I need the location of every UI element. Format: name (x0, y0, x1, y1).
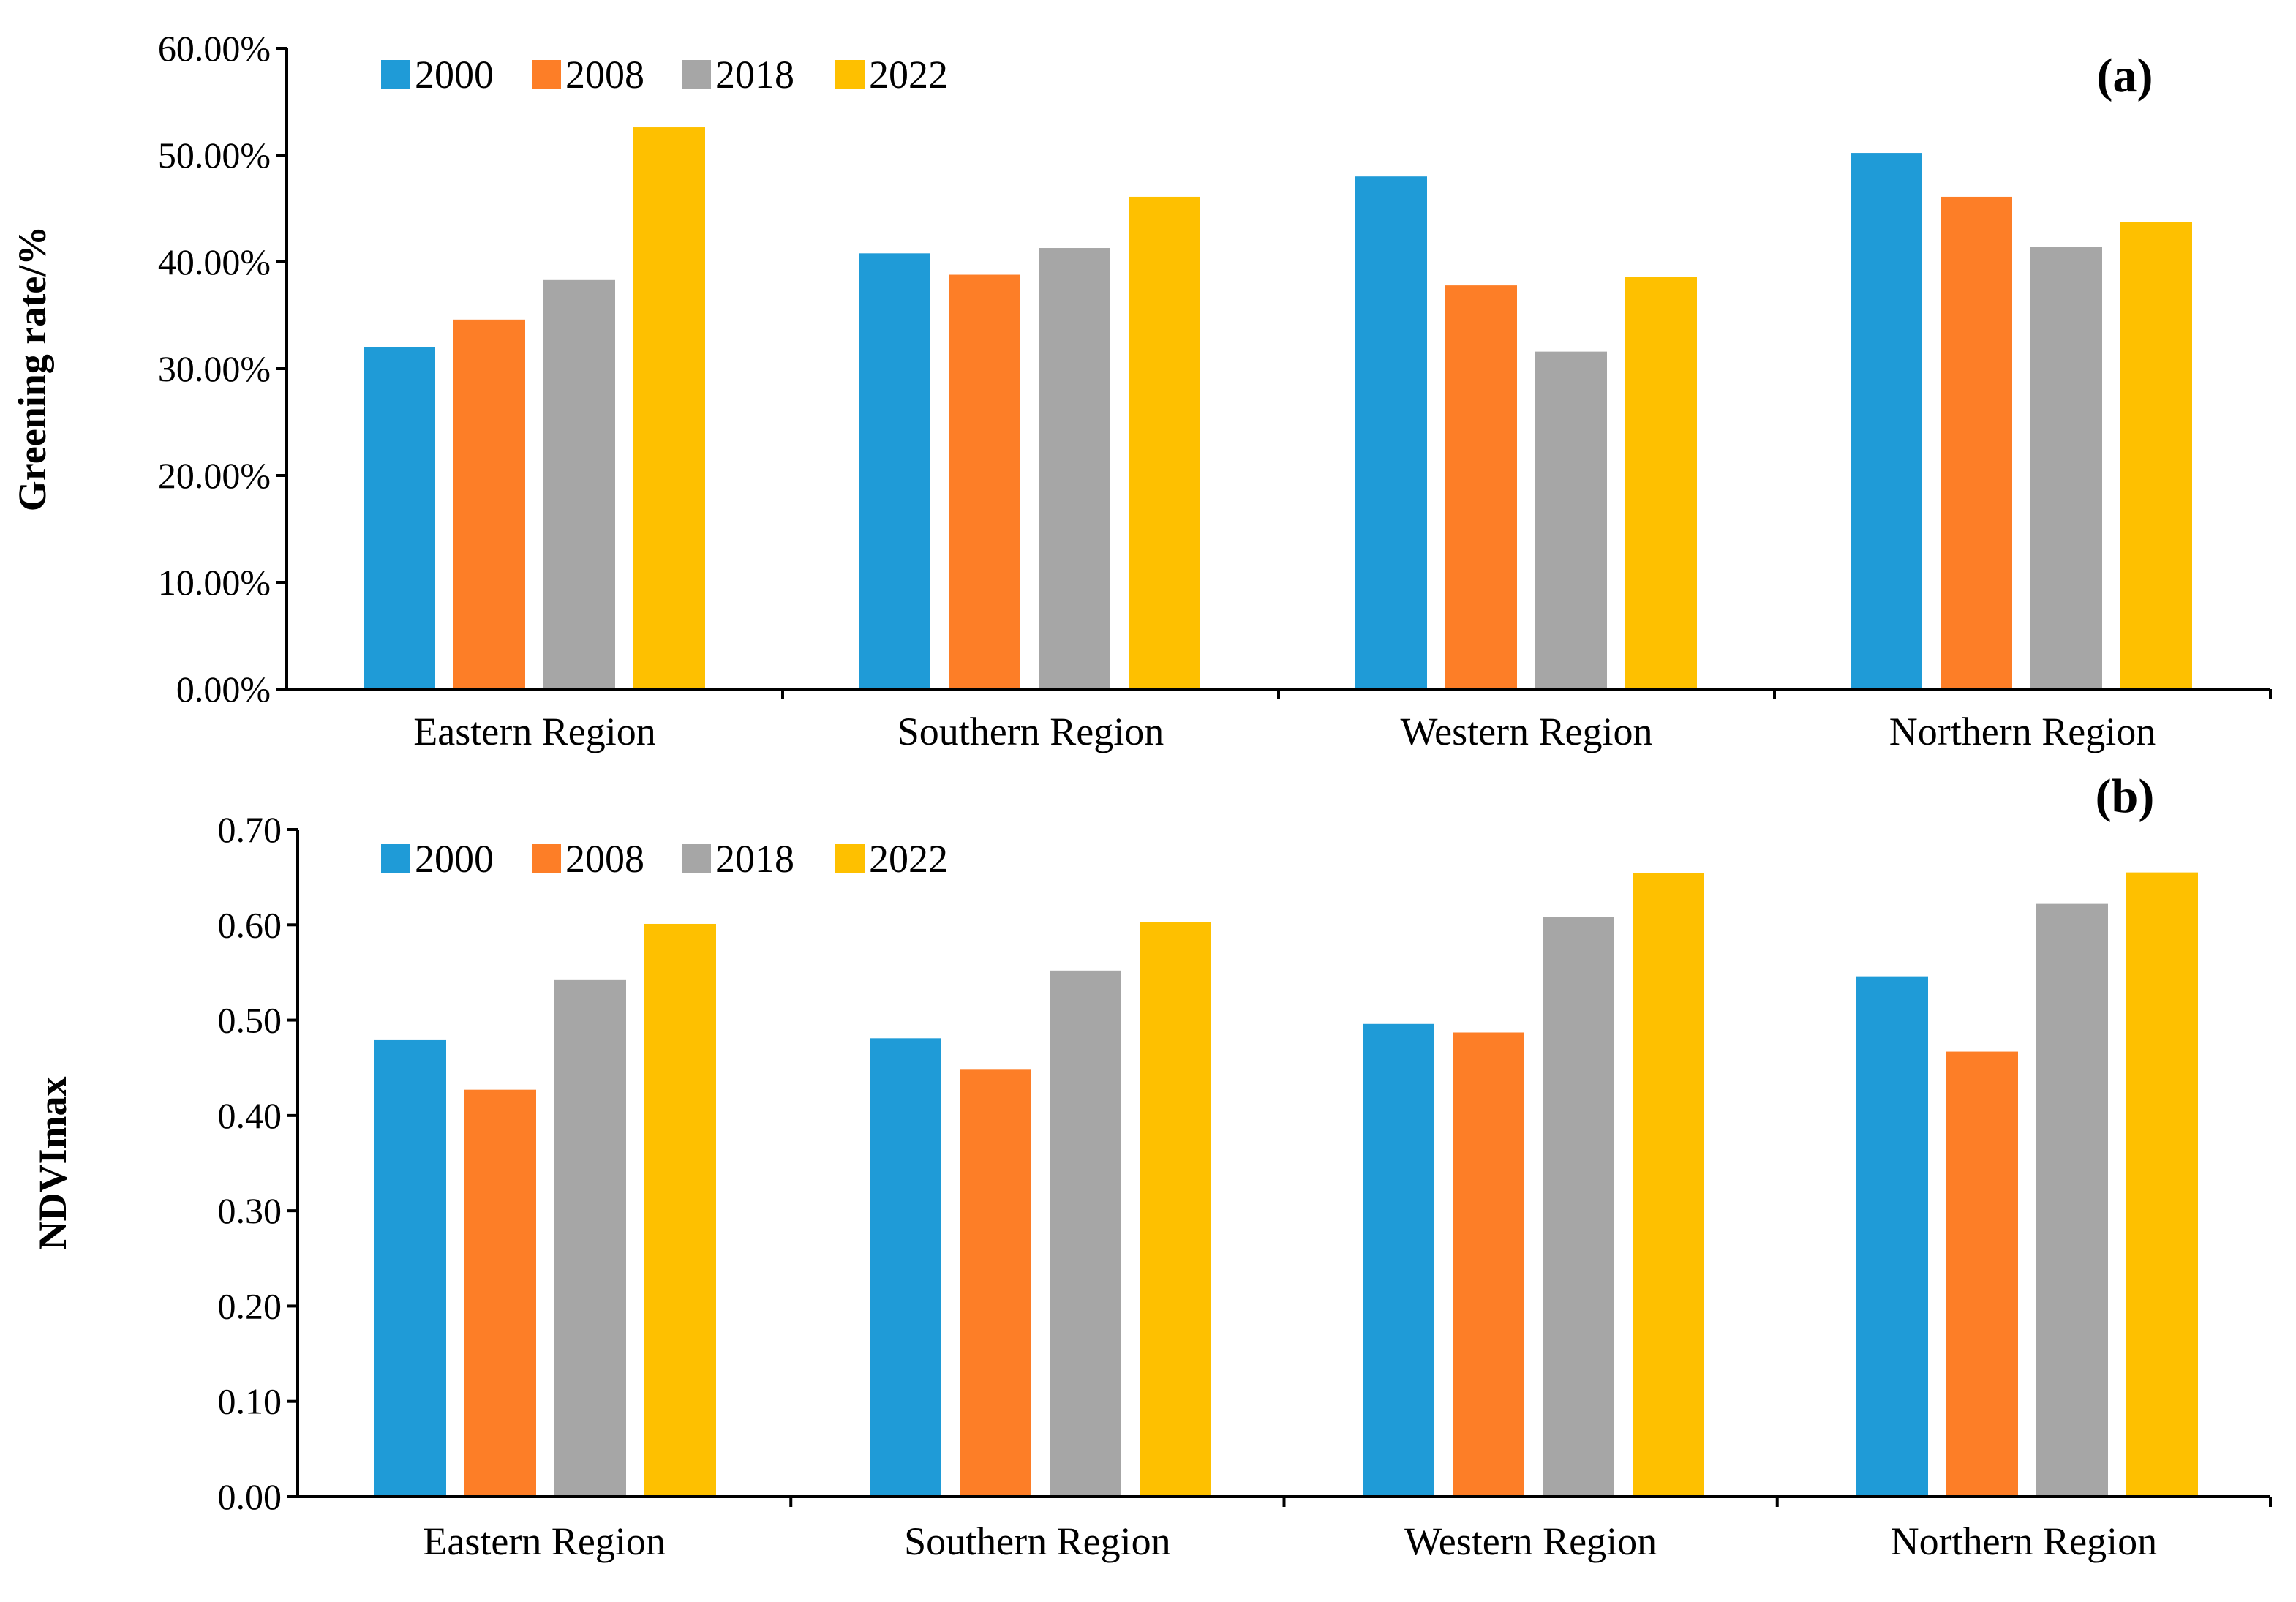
legend-swatch-2018 (682, 60, 711, 89)
bar-2022-eastern-region (633, 127, 705, 690)
legend-label-2022: 2022 (869, 837, 948, 881)
legend-swatch-2022 (835, 844, 865, 873)
bar-2000-southern-region (859, 253, 930, 689)
chart-panel-a: 0.00% 10.00% 20.00% 30.00% 40.00% 50.00% 60.00… (10, 28, 2272, 753)
x-category-label: Western Region (1404, 1519, 1657, 1563)
legend-label-2000: 2000 (415, 837, 494, 881)
legend-swatch-2018 (682, 844, 711, 873)
y-tick-label: 60.00% (158, 28, 271, 69)
x-category-label: Southern Region (897, 710, 1164, 753)
y-axis-title: NDVImax (31, 1077, 75, 1250)
bar-2008-western-region (1453, 1032, 1524, 1497)
x-category-label: Northern Region (1891, 1519, 2157, 1563)
y-tick-label: 0.70 (218, 809, 282, 850)
x-category-label: Eastern Region (413, 710, 655, 753)
legend: 2000 2008 2018 2022 (381, 837, 948, 881)
y-tick-label: 0.30 (218, 1190, 282, 1231)
bar-2022-western-region (1625, 277, 1697, 689)
panel-label: (a) (2097, 49, 2153, 102)
bar-2018-western-region (1535, 351, 1607, 689)
legend-swatch-2008 (532, 844, 561, 873)
y-tick-label: 30.00% (158, 348, 271, 389)
legend-swatch-2008 (532, 60, 561, 89)
bar-2008-eastern-region (464, 1089, 536, 1497)
y-tick-label: 0.50 (218, 1000, 282, 1041)
y-axis-title: Greening rate/% (10, 226, 54, 511)
y-tick-label: 0.40 (218, 1095, 282, 1136)
bar-2018-southern-region (1050, 970, 1121, 1497)
legend-label-2000: 2000 (415, 53, 494, 97)
y-tick-label: 20.00% (158, 455, 271, 496)
bar-2022-southern-region (1129, 196, 1200, 689)
bar-2000-eastern-region (374, 1039, 446, 1497)
legend-label-2022: 2022 (869, 53, 948, 97)
bar-2018-eastern-region (554, 979, 626, 1497)
legend-swatch-2022 (835, 60, 865, 89)
bar-2000-southern-region (870, 1038, 941, 1497)
y-tick-label: 50.00% (158, 135, 271, 176)
bar-2018-northern-region (2036, 903, 2108, 1497)
y-tick-label: 0.10 (218, 1381, 282, 1422)
y-tick-label: 0.00% (176, 669, 271, 710)
legend: 2000 2008 2018 2022 (381, 53, 948, 97)
bar-2018-northern-region (2030, 247, 2102, 689)
bar-2018-southern-region (1039, 248, 1110, 689)
bar-2022-western-region (1633, 873, 1704, 1497)
legend-label-2018: 2018 (715, 53, 794, 97)
bar-2000-western-region (1355, 176, 1427, 689)
bar-2000-eastern-region (364, 347, 435, 689)
bar-2022-eastern-region (644, 923, 716, 1497)
legend-label-2008: 2008 (565, 53, 644, 97)
bar-2018-eastern-region (543, 279, 615, 689)
bar-2018-western-region (1543, 917, 1614, 1497)
bar-2008-northern-region (1941, 196, 2012, 689)
bar-2008-northern-region (1946, 1051, 2018, 1497)
panel-label: (b) (2096, 770, 2155, 823)
legend-swatch-2000 (381, 60, 410, 89)
bar-2000-northern-region (1851, 153, 1922, 689)
x-category-label: Northern Region (1889, 710, 2156, 753)
legend-label-2008: 2008 (565, 837, 644, 881)
bar-2008-eastern-region (453, 319, 525, 689)
bar-2008-western-region (1445, 285, 1517, 689)
bar-2022-northern-region (2120, 222, 2192, 690)
x-category-label: Eastern Region (423, 1519, 665, 1563)
bar-2008-southern-region (949, 274, 1020, 689)
bar-2000-northern-region (1856, 976, 1928, 1497)
legend-label-2018: 2018 (715, 837, 794, 881)
bar-2000-western-region (1363, 1023, 1434, 1497)
legend-swatch-2000 (381, 844, 410, 873)
bar-2022-northern-region (2126, 872, 2198, 1497)
chart-panel-b: 0.00 0.10 0.20 0.30 0.40 0.50 0.60 0.70 Eastern … (31, 770, 2272, 1563)
y-tick-label: 0.20 (218, 1285, 282, 1326)
x-category-label: Western Region (1400, 710, 1652, 753)
bar-2022-southern-region (1140, 922, 1211, 1497)
y-tick-label: 10.00% (158, 562, 271, 603)
y-tick-label: 0.00 (218, 1476, 282, 1517)
bar-2008-southern-region (960, 1069, 1031, 1497)
x-category-label: Southern Region (904, 1519, 1170, 1563)
y-tick-label: 0.60 (218, 904, 282, 945)
y-tick-label: 40.00% (158, 241, 271, 282)
